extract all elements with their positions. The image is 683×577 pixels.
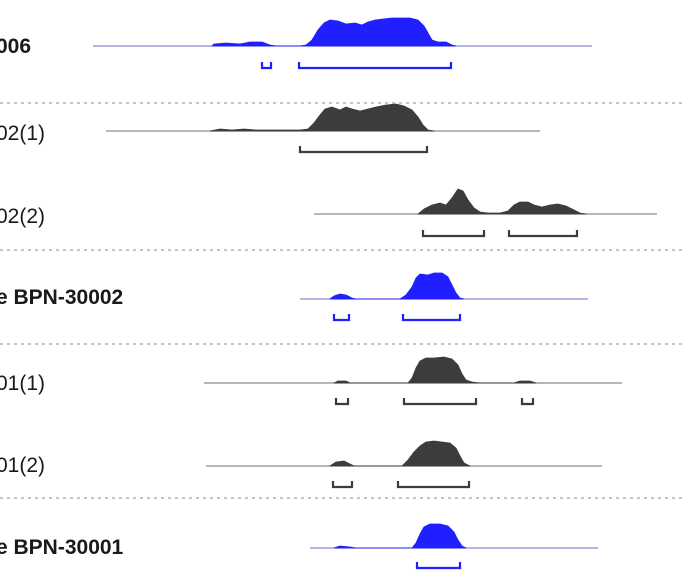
region-bracket (260, 62, 273, 70)
track-7: e BPN-30001 (0, 523, 598, 570)
track-label: 02(2) (0, 205, 45, 228)
track-label: 01(2) (0, 454, 45, 477)
region-bracket (334, 398, 350, 406)
region-bracket (402, 398, 478, 406)
track-label: 02(1) (0, 122, 45, 145)
track-5: 01(1) (0, 356, 622, 406)
region-bracket (401, 314, 462, 322)
track-label: e BPN-30001 (0, 536, 124, 559)
coverage-profile (329, 440, 471, 467)
coverage-profile (333, 356, 537, 384)
region-bracket (507, 230, 579, 238)
track-3: 02(2) (0, 188, 657, 238)
region-bracket (520, 398, 535, 406)
track-label: 01(1) (0, 372, 45, 395)
region-bracket (332, 314, 351, 322)
track-4: e BPN-30002 (0, 272, 588, 322)
coverage-profile (333, 523, 467, 549)
coverage-profile (211, 17, 457, 47)
region-bracket (298, 146, 429, 154)
region-bracket (297, 62, 453, 70)
track-2: 02(1) (0, 103, 540, 154)
region-bracket (421, 230, 486, 238)
track-label: e BPN-30002 (0, 286, 123, 309)
track-6: 01(2) (0, 440, 602, 489)
separators (0, 102, 683, 499)
coverage-profile (329, 272, 465, 300)
region-bracket (415, 562, 462, 570)
coverage-profile (417, 188, 587, 215)
region-bracket (396, 481, 471, 489)
region-bracket (331, 481, 354, 489)
track-label: 006 (0, 35, 31, 58)
coverage-profile (209, 103, 435, 132)
track-1: 006 (0, 17, 592, 70)
